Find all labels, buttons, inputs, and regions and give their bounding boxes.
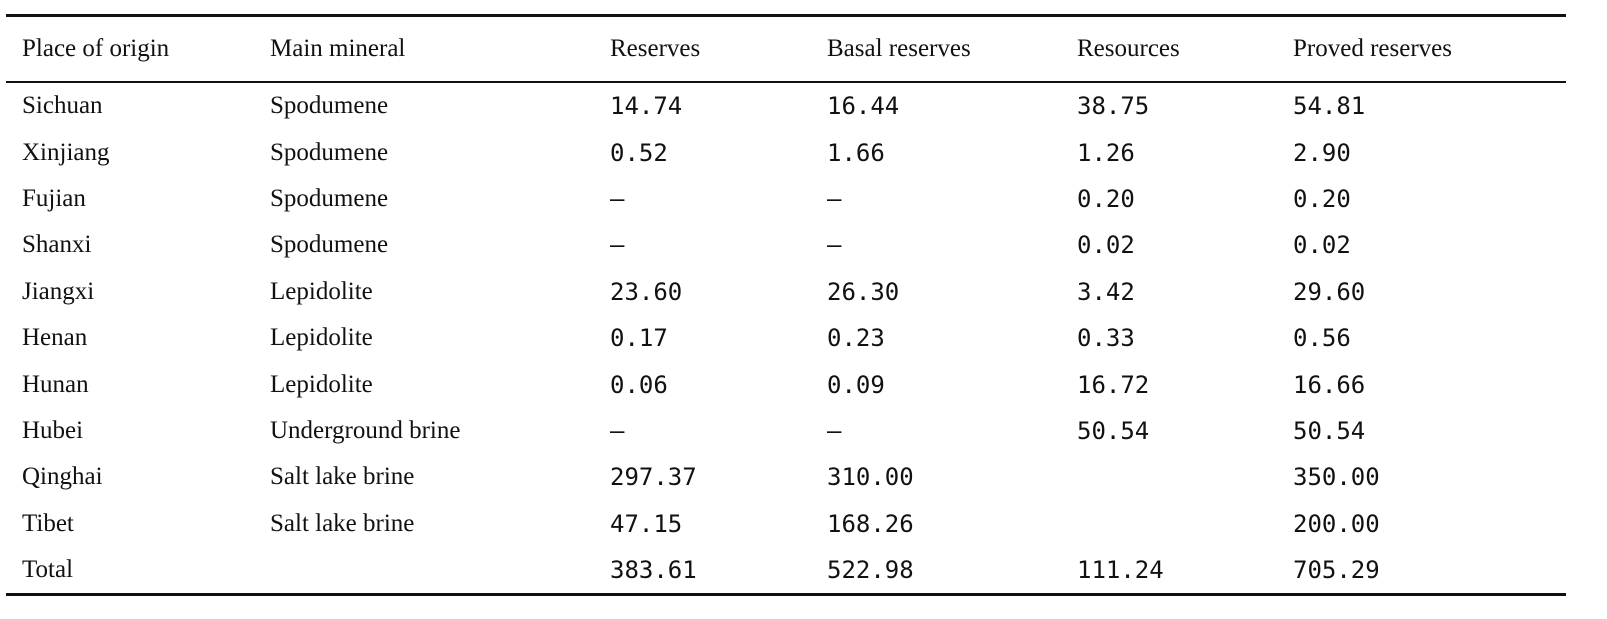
lithium-reserves-table: Place of origin Main mineral Reserves Ba… bbox=[6, 14, 1566, 596]
cell-resources: 111.24 bbox=[1077, 556, 1164, 585]
cell-basal-reserves: 1.66 bbox=[827, 138, 885, 167]
cell-mineral: Lepidolite bbox=[270, 277, 373, 305]
cell-place: Qinghai bbox=[22, 463, 103, 491]
table-row: Xinjiang Spodumene 0.52 1.66 1.26 2.90 bbox=[6, 129, 1566, 175]
cell-proved-reserves: 16.66 bbox=[1293, 370, 1366, 399]
header-basal-reserves: Basal reserves bbox=[827, 35, 971, 62]
cell-resources bbox=[1061, 454, 1277, 500]
cell-mineral: Salt lake brine bbox=[270, 463, 415, 491]
header-reserves: Reserves bbox=[610, 35, 701, 62]
cell-basal-reserves: 310.00 bbox=[827, 463, 914, 492]
cell-mineral bbox=[254, 547, 594, 595]
table-row: Fujian Spodumene – – 0.20 0.20 bbox=[6, 176, 1566, 222]
cell-proved-reserves: 0.02 bbox=[1293, 231, 1351, 260]
cell-basal-reserves: – bbox=[827, 231, 842, 260]
cell-place: Hubei bbox=[22, 416, 84, 444]
cell-resources: 50.54 bbox=[1077, 416, 1150, 445]
table-row: Henan Lepidolite 0.17 0.23 0.33 0.56 bbox=[6, 315, 1566, 361]
cell-basal-reserves: 16.44 bbox=[827, 92, 900, 121]
cell-resources: 38.75 bbox=[1077, 92, 1150, 121]
header-proved-reserves: Proved reserves bbox=[1293, 35, 1452, 62]
cell-reserves: 23.60 bbox=[610, 277, 683, 306]
cell-reserves: 383.61 bbox=[610, 556, 697, 585]
cell-proved-reserves: 29.60 bbox=[1293, 277, 1366, 306]
table-row: Shanxi Spodumene – – 0.02 0.02 bbox=[6, 222, 1566, 268]
cell-proved-reserves: 350.00 bbox=[1293, 463, 1380, 492]
total-row: Total 383.61 522.98 111.24 705.29 bbox=[6, 547, 1566, 595]
cell-proved-reserves: 200.00 bbox=[1293, 509, 1380, 538]
table-row: Hubei Underground brine – – 50.54 50.54 bbox=[6, 408, 1566, 454]
cell-proved-reserves: 705.29 bbox=[1293, 556, 1380, 585]
cell-mineral: Spodumene bbox=[270, 92, 389, 120]
cell-resources bbox=[1061, 501, 1277, 547]
cell-mineral: Spodumene bbox=[270, 184, 389, 212]
cell-reserves: – bbox=[610, 416, 625, 445]
cell-resources: 0.33 bbox=[1077, 324, 1135, 353]
header-main-mineral: Main mineral bbox=[270, 35, 406, 62]
table-row: Sichuan Spodumene 14.74 16.44 38.75 54.8… bbox=[6, 82, 1566, 129]
cell-reserves: 47.15 bbox=[610, 509, 683, 538]
cell-mineral: Salt lake brine bbox=[270, 509, 415, 537]
cell-basal-reserves: 522.98 bbox=[827, 556, 914, 585]
cell-reserves: – bbox=[610, 231, 625, 260]
cell-proved-reserves: 0.56 bbox=[1293, 324, 1351, 353]
cell-reserves: – bbox=[610, 184, 625, 213]
table-row: Hunan Lepidolite 0.06 0.09 16.72 16.66 bbox=[6, 361, 1566, 407]
table-row: Qinghai Salt lake brine 297.37 310.00 35… bbox=[6, 454, 1566, 500]
cell-proved-reserves: 54.81 bbox=[1293, 92, 1366, 121]
cell-proved-reserves: 50.54 bbox=[1293, 416, 1366, 445]
header-row: Place of origin Main mineral Reserves Ba… bbox=[6, 15, 1566, 82]
cell-place: Henan bbox=[22, 324, 88, 352]
table-row: Tibet Salt lake brine 47.15 168.26 200.0… bbox=[6, 501, 1566, 547]
cell-basal-reserves: 0.23 bbox=[827, 324, 885, 353]
cell-resources: 1.26 bbox=[1077, 138, 1135, 167]
cell-mineral: Lepidolite bbox=[270, 324, 373, 352]
cell-proved-reserves: 2.90 bbox=[1293, 138, 1351, 167]
cell-resources: 0.02 bbox=[1077, 231, 1135, 260]
cell-reserves: 0.06 bbox=[610, 370, 668, 399]
cell-resources: 3.42 bbox=[1077, 277, 1135, 306]
cell-basal-reserves: – bbox=[827, 416, 842, 445]
cell-place: Fujian bbox=[22, 184, 86, 212]
cell-mineral: Spodumene bbox=[270, 231, 389, 259]
cell-place: Xinjiang bbox=[22, 138, 110, 166]
cell-basal-reserves: 26.30 bbox=[827, 277, 900, 306]
cell-place: Sichuan bbox=[22, 92, 103, 120]
cell-proved-reserves: 0.20 bbox=[1293, 184, 1351, 213]
cell-mineral: Lepidolite bbox=[270, 370, 373, 398]
cell-resources: 0.20 bbox=[1077, 184, 1135, 213]
cell-place: Jiangxi bbox=[22, 277, 95, 305]
cell-resources: 16.72 bbox=[1077, 370, 1150, 399]
table-body: Sichuan Spodumene 14.74 16.44 38.75 54.8… bbox=[6, 82, 1566, 595]
cell-basal-reserves: – bbox=[827, 184, 842, 213]
lithium-reserves-table-container: Place of origin Main mineral Reserves Ba… bbox=[6, 14, 1566, 596]
cell-place: Shanxi bbox=[22, 231, 92, 259]
cell-reserves: 14.74 bbox=[610, 92, 683, 121]
cell-basal-reserves: 168.26 bbox=[827, 509, 914, 538]
cell-basal-reserves: 0.09 bbox=[827, 370, 885, 399]
cell-place: Hunan bbox=[22, 370, 89, 398]
table-row: Jiangxi Lepidolite 23.60 26.30 3.42 29.6… bbox=[6, 269, 1566, 315]
cell-reserves: 0.52 bbox=[610, 138, 668, 167]
cell-mineral: Underground brine bbox=[270, 416, 461, 444]
header-resources: Resources bbox=[1077, 35, 1180, 62]
table-header: Place of origin Main mineral Reserves Ba… bbox=[6, 15, 1566, 82]
cell-reserves: 0.17 bbox=[610, 324, 668, 353]
cell-place: Tibet bbox=[22, 509, 74, 537]
header-place-of-origin: Place of origin bbox=[22, 35, 170, 62]
cell-place: Total bbox=[22, 556, 74, 584]
cell-mineral: Spodumene bbox=[270, 138, 389, 166]
cell-reserves: 297.37 bbox=[610, 463, 697, 492]
